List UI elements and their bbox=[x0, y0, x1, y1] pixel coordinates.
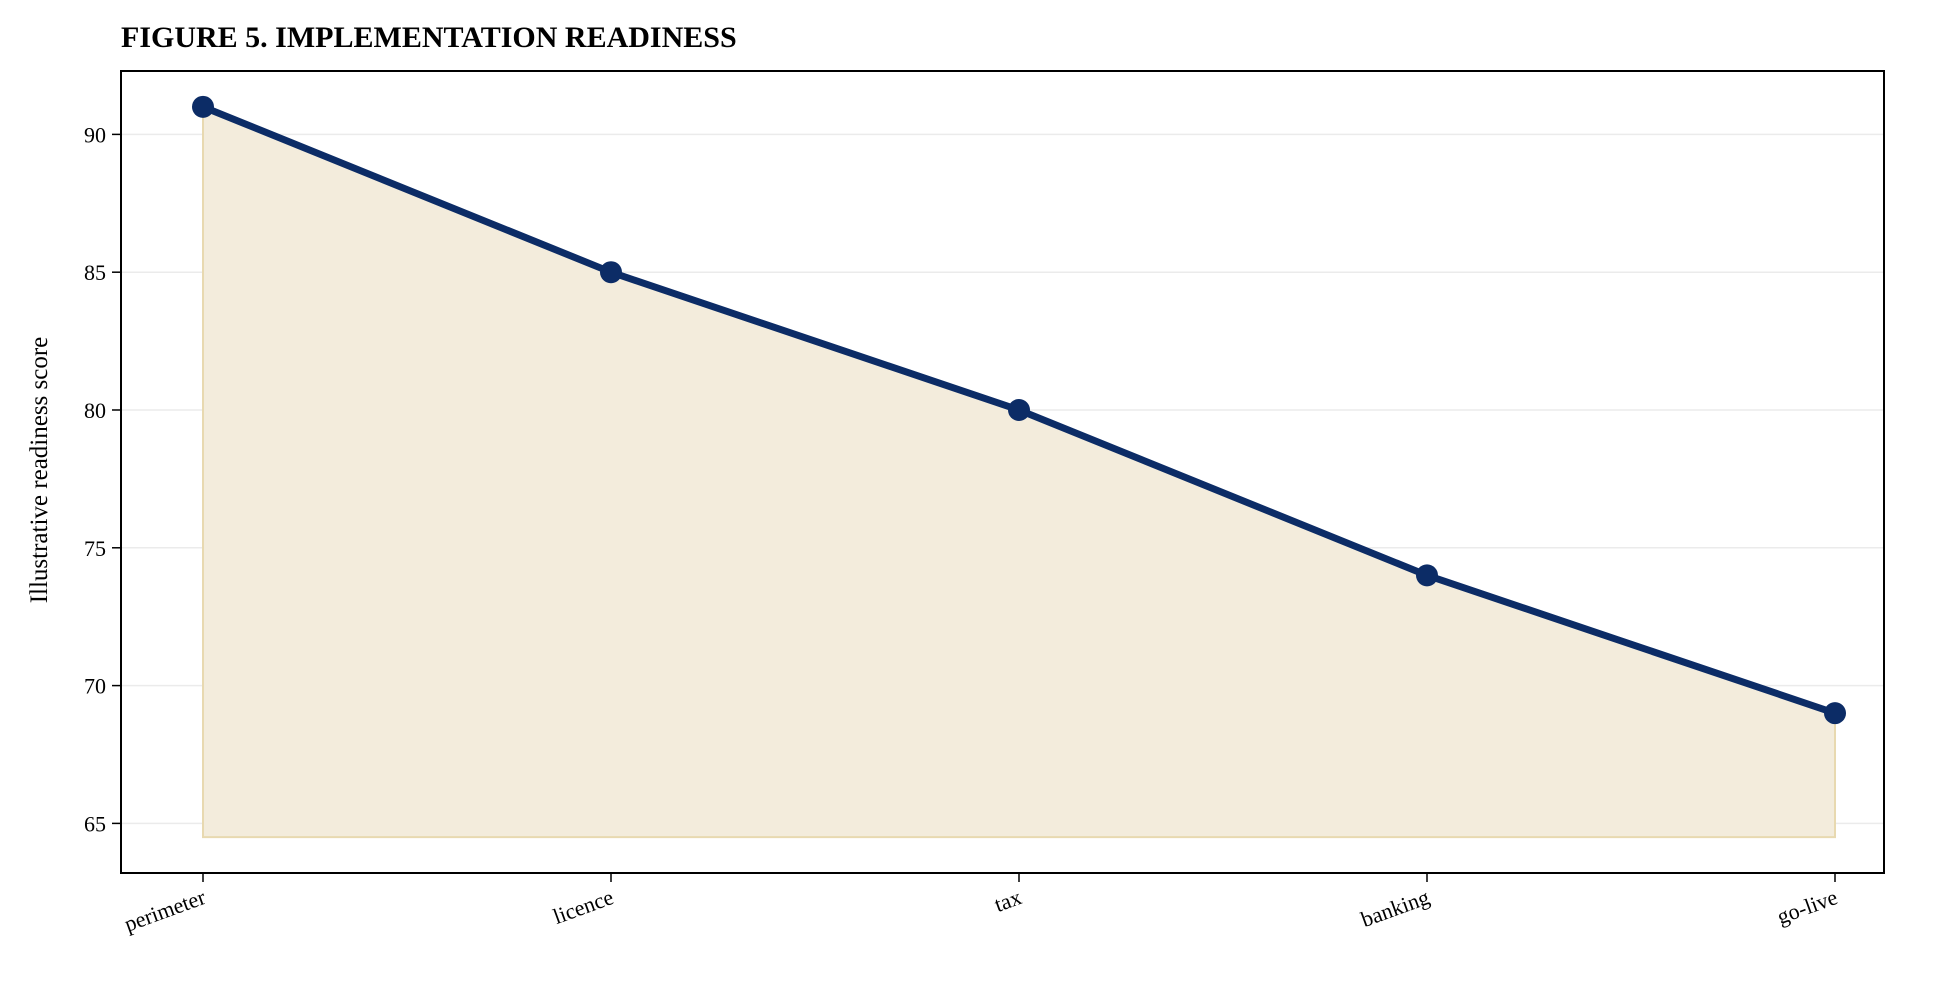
y-axis-ticks: 65 70 75 80 85 90 bbox=[84, 122, 121, 836]
data-point bbox=[1416, 564, 1438, 587]
area-layer bbox=[202, 105, 1836, 839]
y-tick-label: 85 bbox=[84, 260, 106, 285]
y-tick-label: 90 bbox=[84, 122, 106, 147]
y-axis-label: Illustrative readiness score bbox=[26, 337, 53, 604]
x-tick-label: banking bbox=[1358, 884, 1433, 932]
x-tick-label: tax bbox=[991, 884, 1025, 917]
points-layer bbox=[192, 95, 1846, 725]
plot-frame bbox=[120, 70, 1885, 874]
data-point bbox=[1008, 398, 1030, 421]
x-tick-label: licence bbox=[550, 884, 617, 929]
y-tick-label: 75 bbox=[84, 536, 106, 561]
y-tick-label: 80 bbox=[84, 398, 106, 423]
area-fill bbox=[202, 105, 1836, 839]
y-tick-label: 70 bbox=[84, 674, 106, 699]
chart-title: FIGURE 5. IMPLEMENTATION READINESS bbox=[121, 21, 737, 54]
data-point bbox=[600, 261, 622, 284]
x-axis-ticks: perimeter licence tax banking go-live bbox=[121, 873, 1841, 937]
y-tick-label: 65 bbox=[84, 811, 106, 836]
x-tick-label: go-live bbox=[1774, 884, 1841, 929]
data-point bbox=[1824, 702, 1846, 725]
data-point bbox=[192, 95, 214, 118]
x-tick-label: perimeter bbox=[121, 884, 209, 937]
